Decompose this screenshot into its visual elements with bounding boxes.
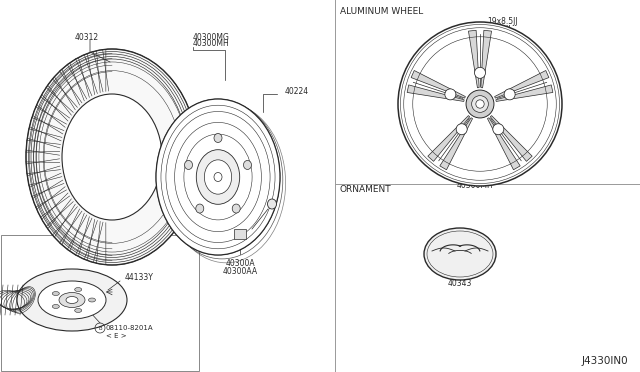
Circle shape (445, 89, 456, 100)
Polygon shape (496, 85, 553, 102)
Circle shape (476, 100, 484, 108)
Polygon shape (468, 30, 479, 88)
Text: 40300MG: 40300MG (456, 173, 493, 183)
Ellipse shape (75, 308, 82, 312)
Polygon shape (490, 116, 532, 161)
Text: 40300MH: 40300MH (193, 39, 230, 48)
Ellipse shape (52, 304, 60, 308)
Bar (234, 229, 246, 239)
Circle shape (504, 89, 515, 100)
Polygon shape (481, 30, 492, 88)
Polygon shape (440, 118, 472, 170)
Circle shape (456, 124, 467, 135)
Ellipse shape (243, 160, 252, 170)
Ellipse shape (59, 292, 85, 308)
Circle shape (398, 22, 562, 186)
Ellipse shape (214, 134, 222, 142)
Text: 40343: 40343 (448, 279, 472, 289)
Ellipse shape (88, 298, 95, 302)
Text: ALUMINUM WHEEL: ALUMINUM WHEEL (340, 7, 423, 16)
Ellipse shape (196, 204, 204, 213)
Text: 40312: 40312 (75, 32, 99, 42)
Text: ORNAMENT: ORNAMENT (340, 185, 392, 193)
Ellipse shape (38, 281, 106, 319)
Text: 44133Y: 44133Y (125, 273, 154, 282)
Ellipse shape (156, 99, 280, 255)
Circle shape (466, 90, 494, 118)
Polygon shape (428, 116, 470, 161)
Bar (1, 235, 199, 371)
Text: 40300MH: 40300MH (456, 180, 493, 189)
Ellipse shape (424, 228, 496, 280)
Ellipse shape (52, 292, 60, 295)
Text: 19x9JJ: 19x9JJ (487, 25, 511, 33)
Ellipse shape (196, 150, 240, 204)
Ellipse shape (66, 296, 78, 304)
Bar (88, 289, 98, 294)
Text: 19x8.5JJ: 19x8.5JJ (487, 17, 518, 26)
Text: 08110-8201A: 08110-8201A (106, 325, 154, 331)
Ellipse shape (17, 269, 127, 331)
Text: 40224: 40224 (285, 87, 309, 96)
Text: B: B (98, 326, 102, 330)
Text: J4330IN0: J4330IN0 (581, 356, 628, 366)
Ellipse shape (268, 199, 276, 209)
Polygon shape (411, 71, 465, 98)
Text: 40300AA: 40300AA (223, 267, 257, 276)
Text: < E >: < E > (106, 333, 127, 339)
Text: 40300MG: 40300MG (193, 32, 230, 42)
Circle shape (472, 96, 488, 112)
Ellipse shape (184, 160, 193, 170)
Ellipse shape (75, 288, 82, 292)
Ellipse shape (204, 160, 232, 194)
Ellipse shape (214, 173, 222, 182)
Circle shape (493, 124, 504, 135)
Ellipse shape (62, 94, 162, 220)
Polygon shape (407, 85, 464, 102)
Circle shape (474, 67, 486, 78)
Text: 40300A: 40300A (225, 260, 255, 269)
Ellipse shape (26, 49, 198, 265)
Polygon shape (488, 118, 520, 170)
Polygon shape (495, 71, 549, 98)
Ellipse shape (232, 204, 240, 213)
